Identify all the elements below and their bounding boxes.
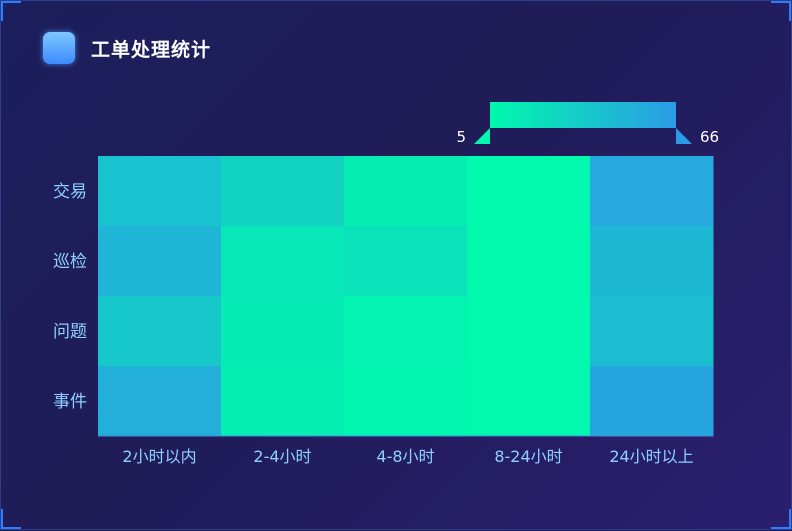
corner-decoration (771, 509, 791, 529)
heatmap-cell[interactable] (344, 366, 468, 437)
heatmap-cell[interactable] (221, 156, 345, 227)
heatmap-cell[interactable] (98, 296, 222, 367)
heatmap-cell[interactable] (98, 366, 222, 437)
panel-header: 工单处理统计 (43, 31, 211, 65)
square-icon (43, 32, 75, 64)
heatmap-cell[interactable] (221, 226, 345, 297)
x-tick-label: 4-8小时 (376, 447, 434, 466)
heatmap-cell[interactable] (344, 226, 468, 297)
x-tick-label: 2小时以内 (122, 447, 196, 466)
visual-map-min-handle[interactable] (474, 128, 490, 144)
y-tick-label: 问题 (53, 322, 87, 342)
heatmap-cell[interactable] (221, 366, 345, 437)
corner-decoration (1, 1, 21, 21)
visual-map-min-label: 5 (456, 128, 466, 146)
heatmap-cell[interactable] (467, 156, 591, 227)
corner-decoration (1, 509, 21, 529)
heatmap-cell[interactable] (344, 156, 468, 227)
heatmap-cell[interactable] (590, 156, 714, 227)
y-tick-label: 交易 (53, 182, 87, 202)
heatmap-cell[interactable] (98, 226, 222, 297)
panel-title: 工单处理统计 (91, 38, 212, 61)
heatmap-cell[interactable] (467, 366, 591, 437)
heatmap-cell[interactable] (221, 296, 345, 367)
visual-map-bar (490, 102, 676, 128)
heatmap-cell[interactable] (467, 296, 591, 367)
visual-map-max-label: 66 (700, 128, 719, 146)
x-tick-label: 24小时以上 (609, 447, 693, 466)
y-tick-label: 事件 (53, 392, 87, 412)
heatmap-cell[interactable] (467, 226, 591, 297)
y-tick-label: 巡检 (53, 252, 87, 272)
heatmap-cell[interactable] (590, 366, 714, 437)
x-tick-label: 8-24小时 (494, 447, 562, 466)
corner-decoration (771, 1, 791, 21)
heatmap-cell[interactable] (590, 296, 714, 367)
heatmap-cell[interactable] (344, 296, 468, 367)
visual-map-max-handle[interactable] (676, 128, 692, 144)
heatmap-cell[interactable] (590, 226, 714, 297)
x-tick-label: 2-4小时 (253, 447, 311, 466)
heatmap-cell[interactable] (98, 156, 222, 227)
